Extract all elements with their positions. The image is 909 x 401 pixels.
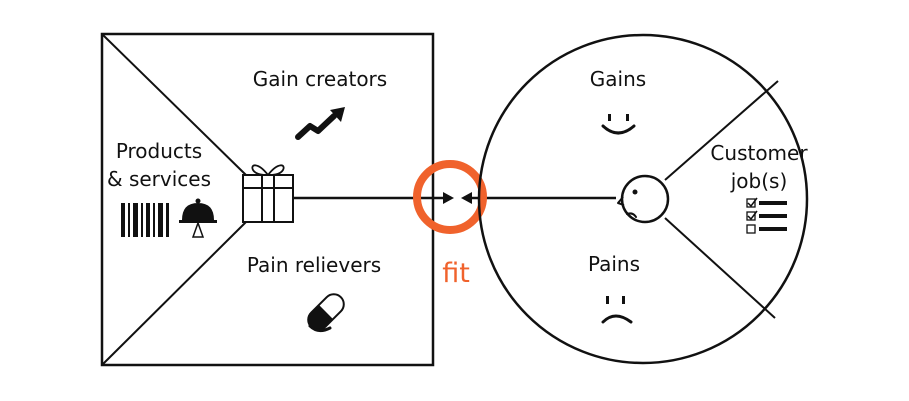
customer-divider-top	[664, 80, 779, 181]
gain-creators-label: Gain creators	[253, 67, 387, 91]
gift-box-icon	[242, 164, 294, 223]
gains-label: Gains	[590, 67, 646, 91]
customer-profile: Gains Customer job(s) Pains	[477, 33, 809, 365]
products-services-label-line1: Products	[116, 139, 202, 163]
fit-arrow-right	[443, 192, 454, 204]
pain-relievers-label: Pain relievers	[247, 253, 381, 277]
customer-face-icon	[617, 174, 670, 224]
customer-divider-bottom	[664, 217, 776, 319]
fit-arrow-left	[461, 192, 472, 204]
pains-label: Pains	[588, 252, 640, 276]
smile-icon	[601, 114, 636, 135]
fit-connector: fit	[293, 160, 616, 289]
frown-icon	[601, 296, 633, 324]
fit-circle	[413, 160, 487, 234]
food-cloche-icon	[179, 198, 217, 238]
fit-label: fit	[442, 258, 470, 289]
checklist-icon	[746, 197, 787, 234]
rising-arrow-icon	[295, 107, 345, 140]
customer-jobs-label-line1: Customer	[710, 141, 808, 165]
pill-icon	[307, 293, 345, 331]
customer-profile-circle	[477, 33, 809, 365]
value-map-diagonal-top	[102, 34, 247, 176]
value-map: Gain creators Products & services	[100, 32, 435, 367]
customer-jobs-label-line2: job(s)	[730, 169, 788, 193]
value-map-square	[100, 32, 435, 367]
value-map-diagonal-bottom	[102, 221, 247, 365]
barcode-icon	[121, 203, 169, 237]
products-services-label-line2: & services	[107, 167, 211, 191]
